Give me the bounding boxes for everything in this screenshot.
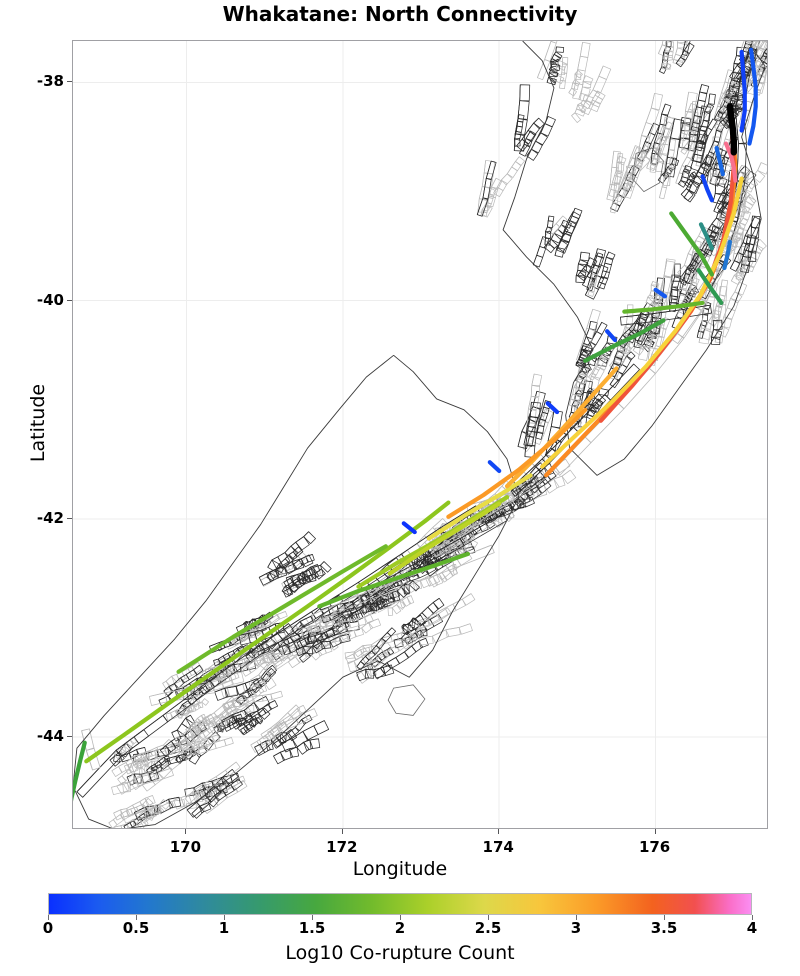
colorbar-tick-label: 1.5: [298, 919, 326, 937]
colorbar-tick-label: 0.5: [122, 919, 150, 937]
colorbar-tick-label: 1: [218, 919, 230, 937]
colorbar-tick-mark: [400, 915, 401, 920]
x-tick-mark: [654, 829, 656, 834]
colorbar-tick-label: 2: [394, 919, 406, 937]
x-tick-mark: [341, 829, 343, 834]
colorbar-title: Log10 Co-rupture Count: [285, 942, 515, 964]
colorbar-tick-label: 0: [42, 919, 54, 937]
colorbar-tick-mark: [752, 915, 753, 920]
colorbar-tick-mark: [136, 915, 137, 920]
x-tick-mark: [185, 829, 187, 834]
colorbar-tick-mark: [664, 915, 665, 920]
colorbar-tick-mark: [312, 915, 313, 920]
colorbar-tick-mark: [488, 915, 489, 920]
colored-fault-traces-layer: [73, 47, 758, 802]
y-tick-mark: [67, 736, 72, 738]
x-axis-title: Longitude: [352, 858, 448, 880]
y-tick-mark: [67, 517, 72, 519]
colorbar-tick-label: 4: [746, 919, 758, 937]
y-tick-label: -40: [36, 290, 64, 309]
map-plot-area[interactable]: [72, 40, 768, 829]
y-tick-label: -44: [36, 727, 64, 746]
y-axis-title: Latitude: [27, 383, 49, 463]
colorbar-tick-mark: [48, 915, 49, 920]
x-tick-label: 172: [326, 838, 358, 856]
colorbar-tick-label: 3: [570, 919, 582, 937]
y-tick-label: -38: [36, 72, 64, 91]
colorbar-tick-label: 2.5: [474, 919, 502, 937]
page-title: Whakatane: North Connectivity: [222, 2, 578, 26]
y-tick-mark: [67, 81, 72, 83]
map-svg: [73, 41, 767, 828]
y-tick-mark: [67, 299, 72, 301]
colorbar-gradient[interactable]: [48, 893, 752, 915]
fault-sections-layer: [76, 41, 767, 828]
x-tick-mark: [498, 829, 500, 834]
colorbar-container[interactable]: [48, 893, 752, 915]
x-tick-label: 174: [482, 838, 514, 856]
y-tick-label: -42: [36, 508, 64, 527]
colorbar-tick-mark: [576, 915, 577, 920]
x-tick-label: 170: [169, 838, 202, 856]
x-tick-label: 176: [638, 838, 671, 856]
colorbar-tick-label: 3.5: [650, 919, 678, 937]
colorbar-tick-mark: [224, 915, 225, 920]
source-fault-layer: [726, 103, 738, 156]
